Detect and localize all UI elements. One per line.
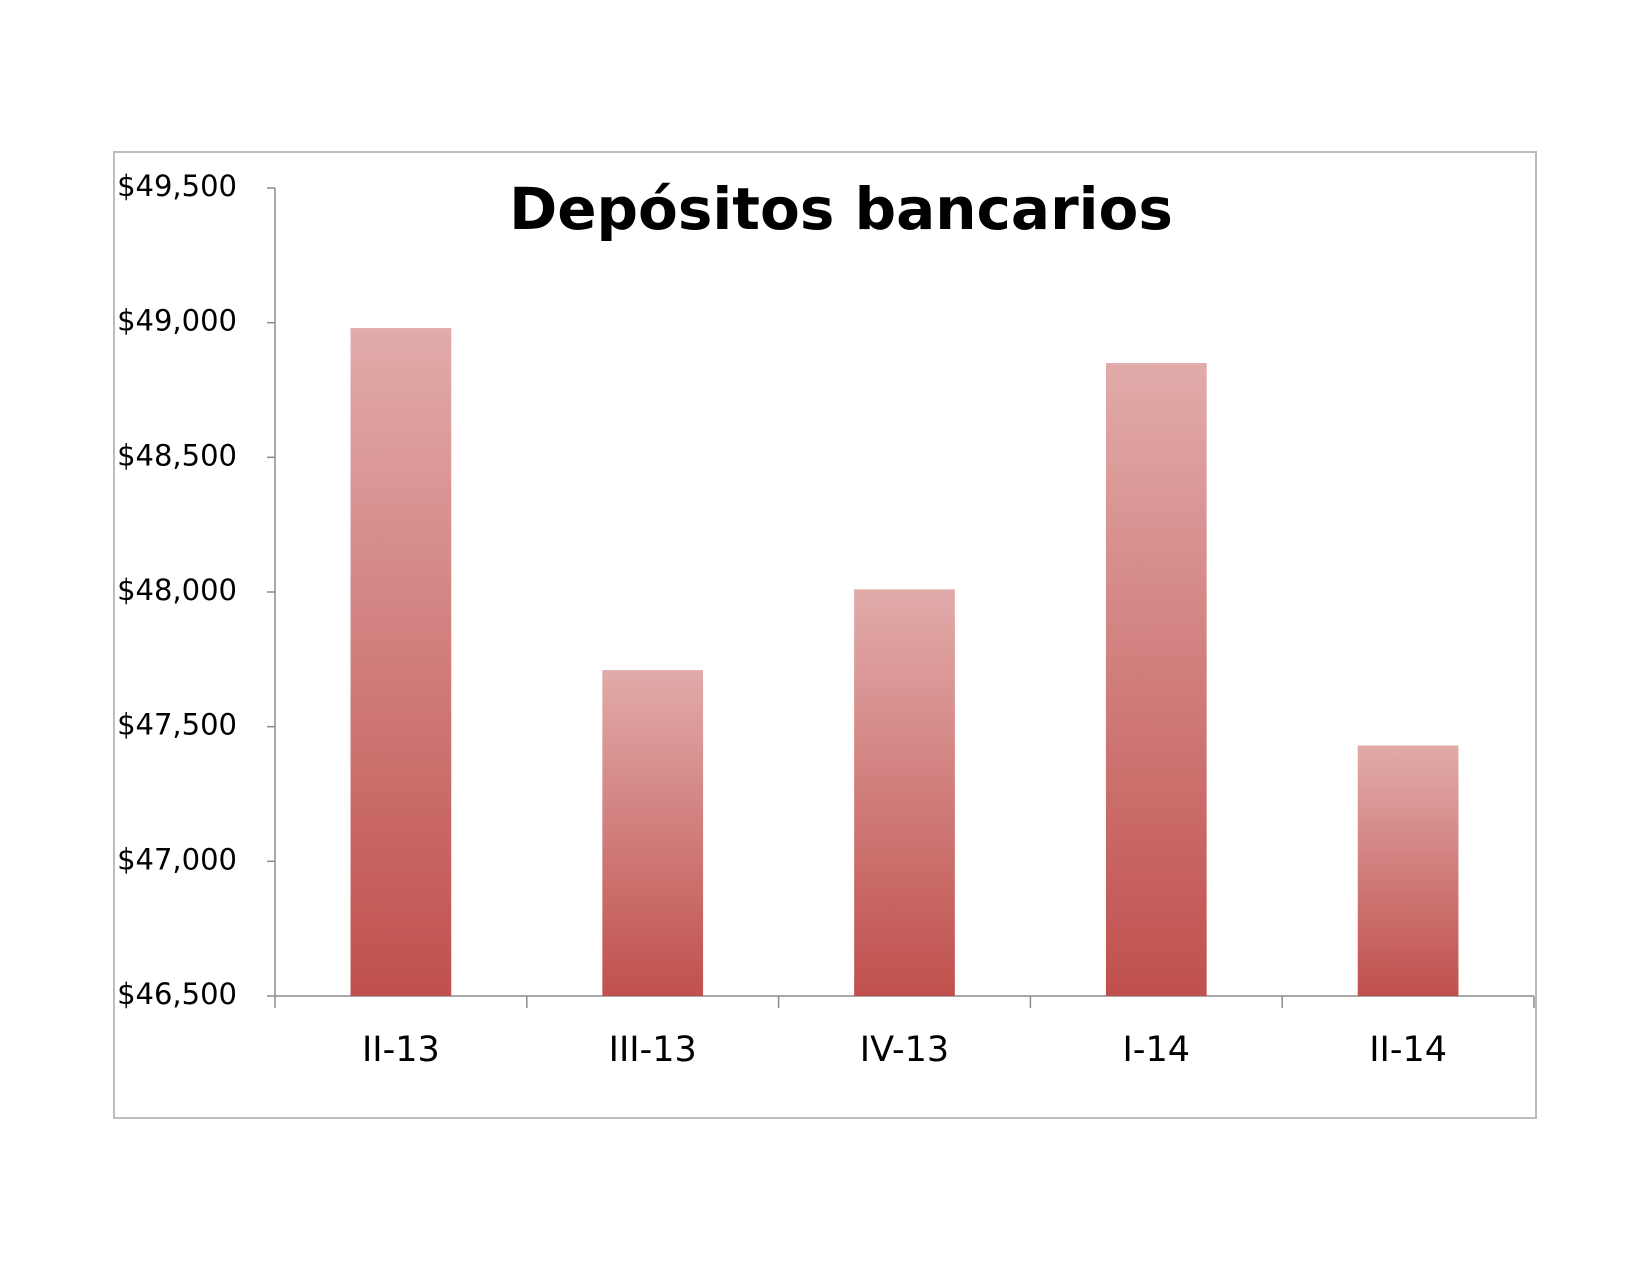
x-tick-label: III-13 bbox=[609, 1030, 697, 1070]
y-tick-label: $48,000 bbox=[117, 573, 237, 607]
y-tick-label: $46,500 bbox=[117, 977, 237, 1011]
chart-title: Depósitos bancarios bbox=[509, 175, 1173, 243]
x-tick-label: I-14 bbox=[1123, 1030, 1191, 1070]
bar bbox=[854, 589, 955, 996]
x-tick-label: II-14 bbox=[1369, 1030, 1447, 1070]
y-tick-label: $48,500 bbox=[117, 438, 237, 472]
y-tick-label: $47,500 bbox=[117, 708, 237, 742]
chart-frame bbox=[113, 151, 1537, 1119]
bar bbox=[350, 328, 452, 996]
y-tick-label: $49,500 bbox=[117, 169, 237, 203]
y-tick-label: $47,000 bbox=[117, 842, 237, 876]
x-tick-label: II-13 bbox=[362, 1030, 440, 1070]
bar bbox=[1357, 745, 1459, 996]
bar bbox=[602, 670, 704, 996]
x-tick-label: IV-13 bbox=[860, 1030, 949, 1070]
bar bbox=[1105, 363, 1207, 997]
y-tick-label: $49,000 bbox=[117, 304, 237, 338]
